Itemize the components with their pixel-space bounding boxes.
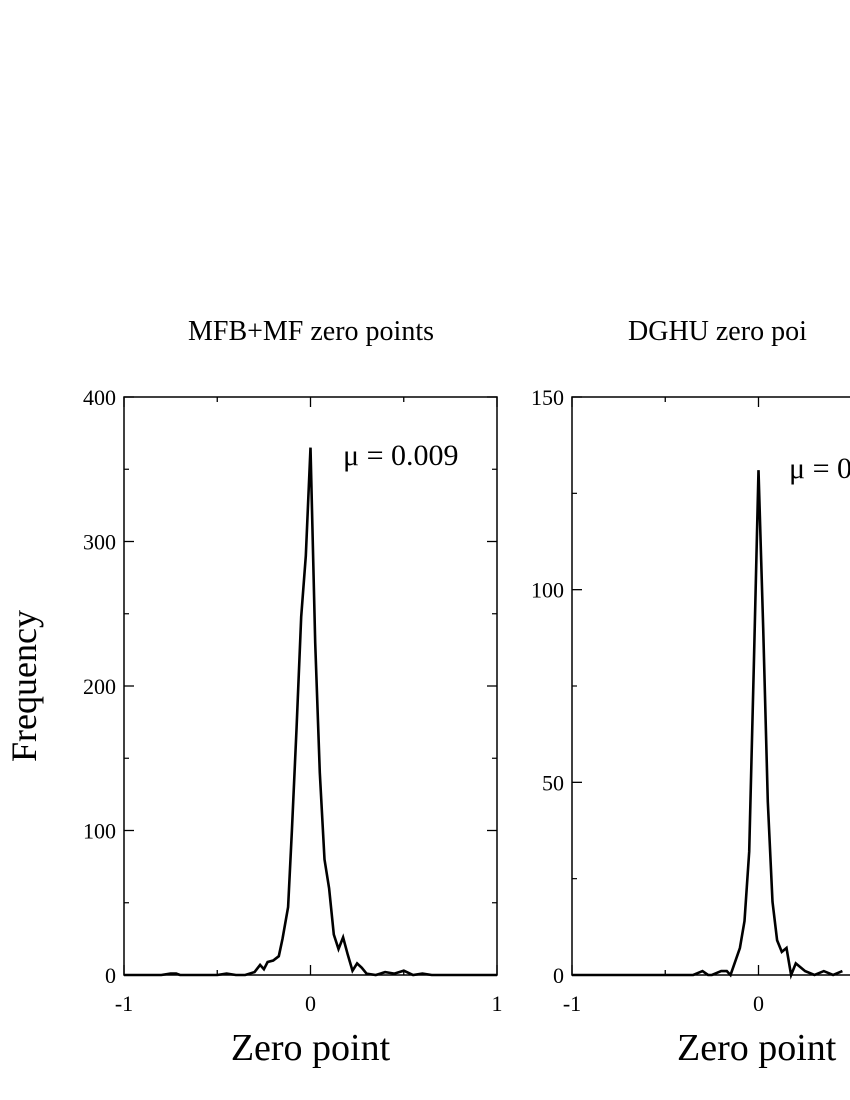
y-axis-label: Frequency [4, 610, 44, 762]
x-tick-label: 0 [753, 991, 764, 1016]
mean-annotation-2: μ = 0 [789, 452, 850, 485]
y-tick-label: 100 [531, 578, 564, 603]
x-tick-label: -1 [563, 991, 581, 1016]
y-tick-label: 300 [83, 530, 116, 555]
histogram-line-2 [572, 470, 843, 980]
y-tick-label: 100 [83, 819, 116, 844]
y-tick-label: 400 [83, 385, 116, 410]
y-tick-label: 0 [553, 963, 564, 988]
y-tick-label: 150 [531, 385, 564, 410]
chart-title-2: DGHU zero poi [628, 316, 807, 347]
y-tick-label: 0 [105, 963, 116, 988]
y-tick-label: 50 [542, 770, 564, 795]
x-tick-label: 0 [305, 991, 316, 1016]
x-axis-label-1: Zero point [231, 1027, 391, 1069]
y-tick-label: 200 [83, 674, 116, 699]
x-tick-label: -1 [115, 991, 133, 1016]
x-tick-label: 1 [492, 991, 503, 1016]
mean-annotation-1: μ = 0.009 [343, 439, 459, 472]
x-axis-label-2: Zero point [677, 1027, 837, 1069]
chart-title-1: MFB+MF zero points [188, 316, 434, 347]
histogram-line-1 [124, 447, 497, 977]
